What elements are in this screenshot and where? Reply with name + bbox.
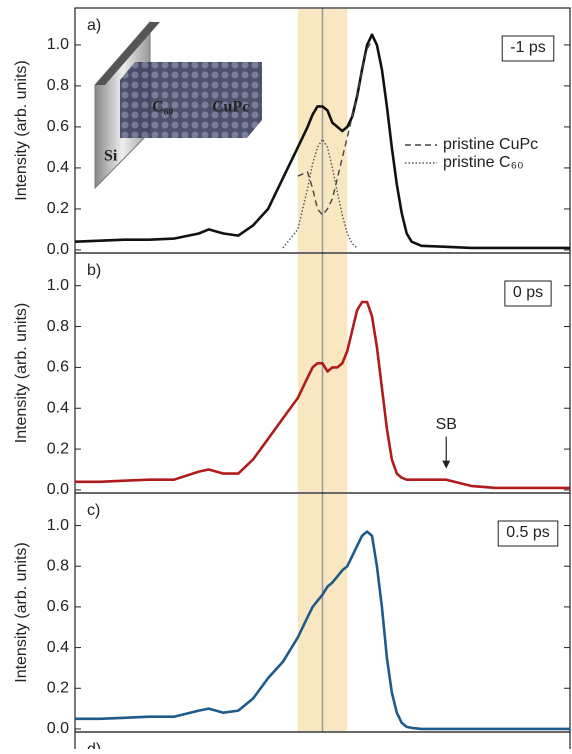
panel-label: a) bbox=[87, 17, 101, 34]
legend-label: pristine C₆₀ bbox=[443, 154, 524, 171]
annotation-arrowhead bbox=[442, 460, 451, 469]
legend-label: pristine CuPc bbox=[443, 136, 538, 153]
y-tick-label: 0.8 bbox=[47, 77, 69, 94]
y-tick-label: 0.6 bbox=[47, 598, 69, 615]
panel-label: b) bbox=[87, 262, 101, 279]
panel-label: d) bbox=[87, 741, 101, 749]
data-line bbox=[75, 300, 570, 490]
y-tick-label: 0.4 bbox=[47, 159, 69, 176]
time-box bbox=[497, 520, 559, 547]
time-box bbox=[501, 35, 555, 62]
y-tick-label: 0.0 bbox=[47, 481, 69, 498]
y-tick-label: 0.4 bbox=[47, 399, 69, 416]
y-tick-label: 0.0 bbox=[47, 241, 69, 258]
y-tick-label: 1.0 bbox=[47, 277, 69, 294]
time-label: -1 ps bbox=[510, 39, 546, 56]
data-line bbox=[75, 530, 570, 731]
time-label: 0 ps bbox=[513, 284, 543, 301]
y-tick-label: 0.8 bbox=[47, 318, 69, 335]
y-axis-label: Intensity (arb. units) bbox=[13, 60, 30, 201]
inset-label: CuPc bbox=[212, 99, 249, 116]
y-tick-label: 0.2 bbox=[47, 440, 69, 457]
y-tick-label: 0.2 bbox=[47, 200, 69, 217]
y-tick-label: 0.4 bbox=[47, 639, 69, 656]
y-tick-label: 1.0 bbox=[47, 517, 69, 534]
y-tick-label: 1.0 bbox=[47, 36, 69, 53]
inset bbox=[94, 20, 262, 190]
time-label: 0.5 ps bbox=[506, 524, 550, 541]
y-tick-label: 0.8 bbox=[47, 557, 69, 574]
data-line bbox=[74, 33, 570, 250]
panel-label: c) bbox=[87, 502, 100, 519]
y-tick-label: 0.6 bbox=[47, 359, 69, 376]
y-axis-label: Intensity (arb. units) bbox=[13, 303, 30, 444]
inset-label: C₆₀ bbox=[152, 99, 173, 116]
time-box bbox=[504, 280, 552, 307]
panel-frame bbox=[74, 731, 571, 754]
y-tick-label: 0.6 bbox=[47, 118, 69, 135]
data-line bbox=[282, 138, 358, 249]
y-tick-label: 0.0 bbox=[47, 720, 69, 737]
y-axis-label: Intensity (arb. units) bbox=[13, 542, 30, 683]
inset-label: Si bbox=[104, 148, 118, 165]
data-line bbox=[297, 40, 373, 216]
annotation: SB bbox=[436, 416, 457, 433]
y-tick-label: 0.2 bbox=[47, 679, 69, 696]
